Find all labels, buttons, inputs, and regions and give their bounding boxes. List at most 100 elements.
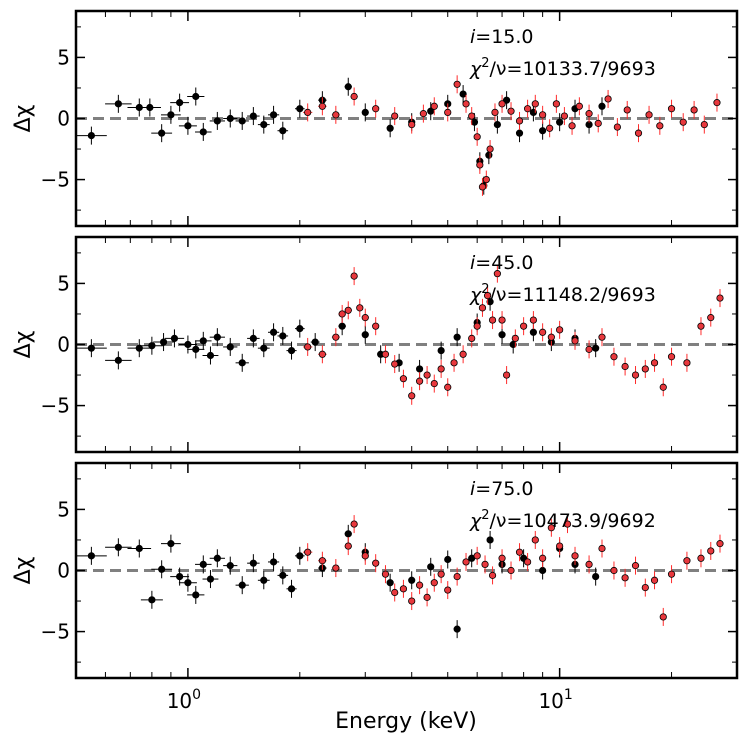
x-axis: 100 101 (167, 687, 573, 713)
red-point (613, 118, 621, 137)
black-point (386, 573, 394, 592)
data-point (531, 100, 539, 108)
data-point (697, 322, 705, 330)
panels: 5 0 −5 Δχ i=15.0 χ2/ν=10133.7/9693 5 0 −5 Δχ i=45.… (11, 9, 739, 680)
red-point (707, 541, 715, 560)
data-point (361, 552, 369, 560)
red-point (408, 386, 416, 405)
x-tick-label: 101 (538, 687, 572, 713)
data-point (356, 304, 364, 312)
red-point (318, 551, 327, 570)
data-point (249, 112, 257, 120)
data-point (610, 353, 618, 361)
data-point (493, 121, 501, 129)
panel: 5 0 −5 Δχ i=45.0 χ2/ν=11148.2/9693 (11, 235, 739, 454)
data-point (585, 110, 593, 118)
data-point (592, 344, 600, 352)
red-point (444, 581, 452, 600)
data-point (539, 328, 547, 336)
data-point (415, 365, 424, 373)
data-point (503, 371, 511, 379)
red-point (547, 328, 555, 347)
red-point (631, 556, 640, 575)
black-point (195, 555, 212, 574)
data-point (184, 122, 192, 130)
data-point (679, 118, 687, 126)
black-point (257, 571, 270, 590)
black-point (310, 333, 320, 352)
y-tick-label: 0 (57, 107, 70, 131)
red-point (539, 549, 547, 568)
data-point (623, 106, 631, 114)
red-point (478, 177, 487, 196)
data-point (148, 342, 156, 350)
red-point (539, 105, 547, 124)
black-point (294, 99, 305, 118)
data-point (531, 536, 539, 544)
data-point (613, 123, 621, 131)
red-point (491, 103, 499, 122)
data-point (408, 597, 416, 605)
data-point (453, 333, 461, 341)
black-point (209, 549, 225, 568)
data-point (192, 92, 200, 101)
data-point (498, 316, 506, 324)
black-point (170, 93, 190, 112)
inclination-annotation: i=75.0 (470, 478, 534, 500)
red-point (571, 546, 579, 565)
data-point (249, 334, 257, 342)
red-point (683, 551, 691, 570)
black-point (178, 116, 197, 135)
black-point (386, 119, 394, 138)
red-point (571, 331, 579, 350)
inclination-annotation: i=15.0 (470, 26, 534, 48)
data-point (476, 161, 484, 169)
data-point (478, 304, 487, 312)
red-point (659, 378, 667, 397)
red-point (650, 571, 659, 590)
data-point (260, 344, 268, 352)
data-point (158, 129, 166, 137)
red-point (473, 317, 481, 336)
data-point (462, 100, 470, 108)
black-point (408, 571, 416, 590)
red-point (641, 578, 649, 597)
black-point (267, 552, 280, 571)
red-point (318, 345, 327, 364)
data-point (87, 344, 95, 352)
black-point (277, 566, 289, 585)
data-point (386, 579, 394, 587)
red-point (483, 286, 492, 305)
panel: 5 0 −5 Δχ i=75.0 χ2/ν=10473.9/9692 (11, 461, 739, 680)
data-point (304, 108, 312, 116)
data-point (568, 122, 576, 130)
chi-square-annotation: χ2/ν=10133.7/9693 (469, 56, 656, 80)
data-point (415, 377, 424, 385)
red-point (650, 353, 659, 372)
red-point (683, 353, 691, 372)
data-point (478, 183, 487, 191)
data-point (408, 576, 416, 584)
data-point (571, 337, 579, 345)
red-point (556, 537, 564, 556)
red-point (391, 583, 399, 602)
black-point (592, 567, 600, 586)
data-point (158, 565, 166, 573)
black-point (520, 549, 528, 568)
data-point (486, 298, 494, 306)
black-point (427, 557, 435, 576)
y-axis-label: Δχ (11, 556, 36, 584)
red-point (515, 543, 524, 562)
data-point (192, 591, 200, 599)
data-point (135, 544, 143, 553)
red-point (568, 116, 576, 135)
data-point (338, 322, 346, 330)
data-point (206, 351, 215, 360)
data-point (419, 110, 427, 118)
red-point (453, 567, 461, 586)
black-point (127, 539, 152, 558)
red-point (381, 565, 390, 584)
data-point (213, 333, 221, 341)
red-point (546, 119, 554, 138)
data-point (539, 566, 547, 575)
